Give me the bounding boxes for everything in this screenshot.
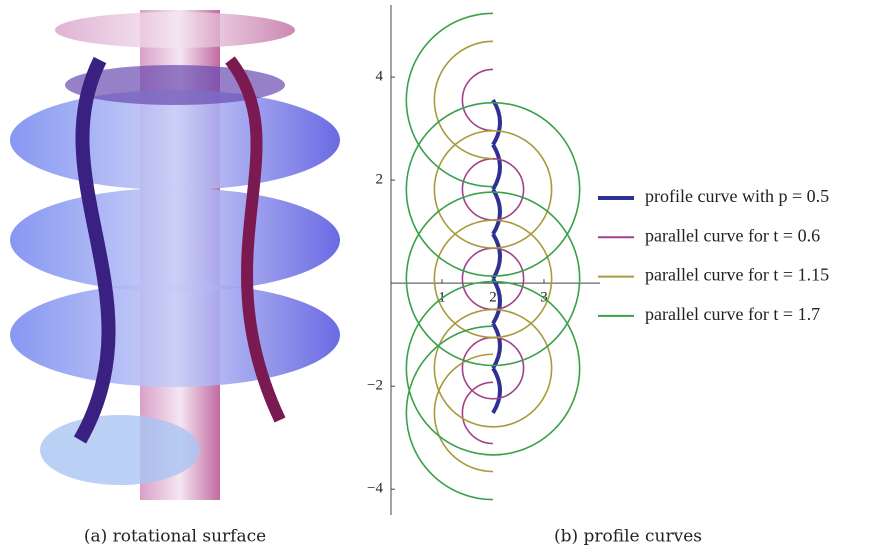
legend-label: parallel curve for t = 1.15	[645, 265, 829, 285]
legend-label: profile curve with p = 0.5	[645, 186, 829, 206]
y-tick-label: −4	[367, 481, 383, 497]
profile-curve	[491, 98, 502, 414]
x-tick-label: 2	[489, 290, 497, 306]
rotational-surface	[10, 10, 340, 500]
sheet	[55, 12, 295, 48]
caption: (b) profile curves	[554, 527, 702, 547]
torus	[40, 415, 200, 485]
ribbon	[225, 56, 286, 423]
parallel-curve	[461, 68, 525, 445]
y-tick-label: 4	[376, 69, 384, 85]
ribbon	[73, 56, 116, 444]
torus	[10, 283, 340, 387]
legend-label: parallel curve for t = 0.6	[645, 225, 820, 245]
y-tick-label: 2	[376, 172, 384, 188]
parallel-curve	[405, 12, 581, 501]
torus	[10, 188, 340, 292]
sheet	[65, 65, 285, 105]
y-tick-label: −2	[367, 378, 383, 394]
legend-label: parallel curve for t = 1.7	[645, 304, 820, 324]
caption: (a) rotational surface	[84, 527, 266, 547]
parallel-curve	[433, 40, 553, 473]
